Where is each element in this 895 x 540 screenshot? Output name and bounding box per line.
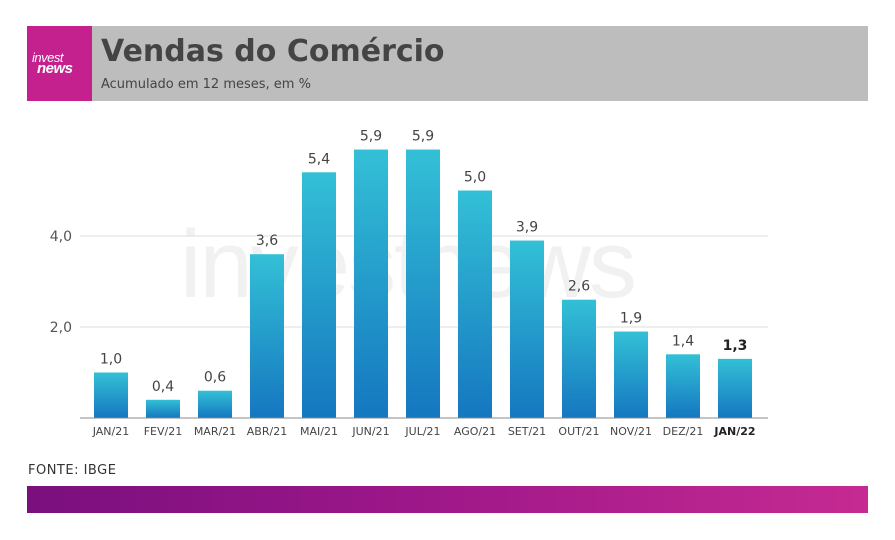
- data-label: 3,6: [256, 233, 278, 249]
- bar: [666, 354, 700, 418]
- y-axis: 2,0 4,0: [50, 229, 72, 336]
- x-tick-label: FEV/21: [144, 425, 183, 438]
- x-tick-label: JAN/21: [92, 425, 130, 438]
- x-tick-label: MAR/21: [194, 425, 236, 438]
- x-tick-label: ABR/21: [247, 425, 287, 438]
- chart-title: Vendas do Comércio: [101, 34, 445, 69]
- data-label: 2,6: [568, 279, 590, 295]
- data-label: 5,9: [360, 129, 382, 145]
- data-label: 5,9: [412, 129, 434, 145]
- x-tick-label: JUL/21: [404, 425, 440, 438]
- x-tick-label: MAI/21: [300, 425, 338, 438]
- bars: 1,0 0,4 0,6 3,6 5,4 5,9 5,9 5,0 3,9 2,6 1,9 1,4 1,3: [94, 129, 752, 419]
- bar: [614, 331, 648, 418]
- logo-text-news: news: [37, 60, 73, 77]
- bar: [510, 240, 544, 418]
- x-tick-label: NOV/21: [610, 425, 652, 438]
- x-tick-label: DEZ/21: [663, 425, 704, 438]
- bar: [146, 399, 180, 418]
- data-label: 5,0: [464, 170, 486, 186]
- data-label: 1,3: [723, 338, 748, 354]
- bar: [406, 149, 440, 419]
- bar: [198, 390, 232, 418]
- x-tick-label: JUN/21: [351, 425, 389, 438]
- y-tick-label: 2,0: [50, 320, 72, 336]
- logo-text-invest: invest: [32, 50, 63, 65]
- bar: [354, 149, 388, 419]
- chart-header: invest news Vendas do Comércio Acumulado…: [27, 26, 868, 101]
- data-label: 1,4: [672, 333, 694, 349]
- data-label: 1,9: [620, 311, 642, 327]
- x-tick-label: JAN/22: [713, 425, 755, 438]
- bar: [250, 254, 284, 418]
- data-label: 3,9: [516, 220, 538, 236]
- data-label: 5,4: [308, 151, 330, 167]
- chart-subtitle: Acumulado em 12 meses, em %: [101, 77, 311, 92]
- data-label: 0,4: [152, 379, 174, 395]
- footer-bar: [27, 486, 868, 513]
- data-label: 1,0: [100, 352, 122, 368]
- x-tick-label: SET/21: [508, 425, 546, 438]
- investnews-logo: invest news: [27, 26, 92, 101]
- bar: [718, 358, 752, 418]
- bar: [458, 190, 492, 418]
- bar: [94, 372, 128, 418]
- bar: [302, 172, 336, 418]
- y-tick-label: 4,0: [50, 229, 72, 245]
- x-tick-label: AGO/21: [454, 425, 496, 438]
- bar: [562, 299, 596, 418]
- x-tick-label: OUT/21: [558, 425, 599, 438]
- data-label: 0,6: [204, 370, 226, 386]
- bar-chart: 2,0 4,0 1,0 0,4 0,6 3,6 5,4 5,9 5,9 5,0 3,9 2,6 1,9…: [50, 129, 768, 438]
- x-axis: JAN/21 FEV/21 MAR/21 ABR/21 MAI/21 JUN/21 JUL/…: [80, 417, 768, 438]
- source-note: FONTE: IBGE: [28, 463, 117, 478]
